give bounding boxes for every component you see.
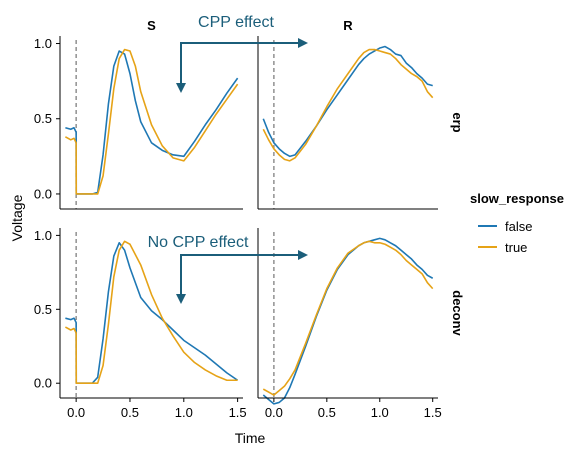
- panel-R-deconv: [262, 232, 434, 405]
- y-tick-label: 0.5: [34, 302, 52, 317]
- x-axis-title: Time: [235, 430, 266, 446]
- series-line-false: [65, 241, 239, 385]
- series-line-true: [262, 48, 434, 162]
- y-tick-label: 1.0: [34, 228, 52, 243]
- x-tick-label: 1.0: [175, 405, 193, 420]
- x-tick-label: 1.5: [229, 405, 247, 420]
- y-axis-title: Voltage: [9, 194, 25, 241]
- row-label-deconv: deconv: [450, 290, 465, 336]
- x-tick-label: 1.0: [371, 405, 389, 420]
- series-line-false: [262, 45, 433, 158]
- row-label-erp: erp: [450, 112, 465, 132]
- annotation-no-cpp-effect: No CPP effect: [148, 234, 249, 251]
- cpp-effect-arrow: [176, 38, 308, 93]
- column-label-S: S: [147, 18, 156, 33]
- no-cpp-effect-arrow: [176, 250, 308, 304]
- legend-label-false: false: [505, 219, 532, 234]
- y-tick-label: 1.0: [34, 36, 52, 51]
- x-tick-label: 0.5: [318, 405, 336, 420]
- panel-R-erp: [262, 40, 434, 209]
- panel-S-erp: [64, 40, 239, 209]
- column-label-R: R: [343, 18, 353, 33]
- x-tick-label: 1.5: [424, 405, 442, 420]
- y-tick-label: 0.0: [34, 186, 52, 201]
- x-tick-label: 0.0: [67, 405, 85, 420]
- y-tick-label: 0.0: [34, 376, 52, 391]
- series-line-true: [64, 48, 239, 195]
- annotation-cpp-effect: CPP effect: [198, 14, 274, 31]
- x-tick-label: 0.0: [265, 405, 283, 420]
- panel-S-deconv: [64, 232, 239, 398]
- legend-title: slow_response: [470, 191, 564, 206]
- y-tick-label: 0.5: [34, 111, 52, 126]
- x-tick-label: 0.5: [121, 405, 139, 420]
- series-line-true: [64, 240, 238, 385]
- series-line-true: [262, 240, 434, 396]
- legend-label-true: true: [505, 240, 527, 255]
